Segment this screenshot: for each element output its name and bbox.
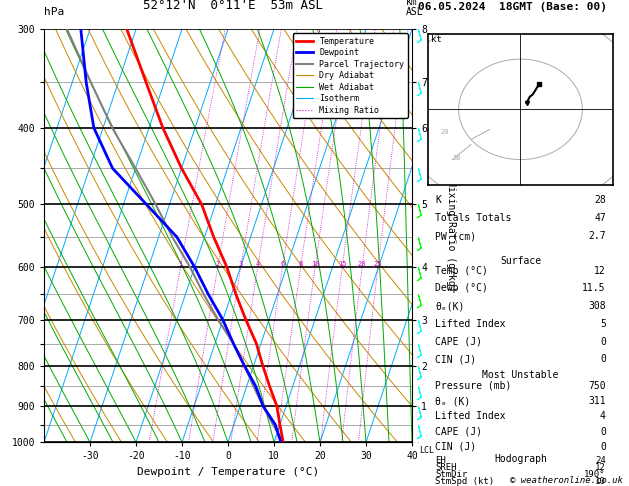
Text: Pressure (mb): Pressure (mb) bbox=[435, 381, 511, 391]
X-axis label: Dewpoint / Temperature (°C): Dewpoint / Temperature (°C) bbox=[137, 467, 319, 477]
Text: 4: 4 bbox=[600, 411, 606, 421]
Text: Lifted Index: Lifted Index bbox=[435, 411, 506, 421]
Text: 10: 10 bbox=[595, 477, 606, 486]
Text: K: K bbox=[435, 194, 441, 205]
Text: 8: 8 bbox=[299, 261, 303, 267]
Text: 1: 1 bbox=[179, 261, 182, 267]
Text: km
ASL: km ASL bbox=[406, 0, 423, 17]
Text: 2.7: 2.7 bbox=[588, 231, 606, 242]
Text: StmSpd (kt): StmSpd (kt) bbox=[435, 477, 494, 486]
Text: hPa: hPa bbox=[44, 7, 64, 17]
Text: Lifted Index: Lifted Index bbox=[435, 319, 506, 329]
Text: Dewp (°C): Dewp (°C) bbox=[435, 283, 488, 294]
Text: 11.5: 11.5 bbox=[582, 283, 606, 294]
Text: θₑ(K): θₑ(K) bbox=[435, 301, 465, 311]
Text: 24: 24 bbox=[595, 456, 606, 465]
Text: 5: 5 bbox=[600, 319, 606, 329]
Text: 12: 12 bbox=[594, 266, 606, 276]
Text: CIN (J): CIN (J) bbox=[435, 354, 476, 364]
Text: 47: 47 bbox=[594, 213, 606, 223]
Y-axis label: Mixing Ratio (g/kg): Mixing Ratio (g/kg) bbox=[447, 180, 457, 292]
Text: Surface: Surface bbox=[500, 256, 541, 266]
Text: 0: 0 bbox=[600, 427, 606, 437]
Text: 30: 30 bbox=[452, 155, 461, 160]
Text: 2: 2 bbox=[216, 261, 220, 267]
Text: 750: 750 bbox=[588, 381, 606, 391]
Text: Hodograph: Hodograph bbox=[494, 454, 547, 464]
Text: LCL: LCL bbox=[420, 446, 435, 455]
Text: CAPE (J): CAPE (J) bbox=[435, 427, 482, 437]
Text: 6: 6 bbox=[281, 261, 285, 267]
Text: 190°: 190° bbox=[584, 470, 606, 479]
Text: CIN (J): CIN (J) bbox=[435, 442, 476, 452]
Text: 15: 15 bbox=[338, 261, 347, 267]
Legend: Temperature, Dewpoint, Parcel Trajectory, Dry Adiabat, Wet Adiabat, Isotherm, Mi: Temperature, Dewpoint, Parcel Trajectory… bbox=[293, 34, 408, 118]
Text: StmDir: StmDir bbox=[435, 470, 467, 479]
Text: θₑ (K): θₑ (K) bbox=[435, 396, 470, 406]
Text: 28: 28 bbox=[594, 194, 606, 205]
Text: 12: 12 bbox=[595, 463, 606, 472]
Text: Temp (°C): Temp (°C) bbox=[435, 266, 488, 276]
Text: 311: 311 bbox=[588, 396, 606, 406]
Text: kt: kt bbox=[431, 35, 442, 44]
Text: 0: 0 bbox=[600, 354, 606, 364]
Text: © weatheronline.co.uk: © weatheronline.co.uk bbox=[510, 476, 623, 485]
Text: 06.05.2024  18GMT (Base: 00): 06.05.2024 18GMT (Base: 00) bbox=[418, 2, 607, 12]
Text: EH: EH bbox=[435, 456, 446, 465]
Text: 20: 20 bbox=[358, 261, 367, 267]
Text: 0: 0 bbox=[600, 336, 606, 347]
Text: 3: 3 bbox=[238, 261, 243, 267]
Text: 4: 4 bbox=[255, 261, 260, 267]
Text: 0: 0 bbox=[600, 442, 606, 452]
Text: Most Unstable: Most Unstable bbox=[482, 370, 559, 381]
Text: 20: 20 bbox=[440, 129, 448, 136]
Text: Totals Totals: Totals Totals bbox=[435, 213, 511, 223]
Text: SREH: SREH bbox=[435, 463, 457, 472]
Text: 52°12'N  0°11'E  53m ASL: 52°12'N 0°11'E 53m ASL bbox=[143, 0, 323, 12]
Text: 25: 25 bbox=[374, 261, 382, 267]
Text: 10: 10 bbox=[311, 261, 320, 267]
Text: CAPE (J): CAPE (J) bbox=[435, 336, 482, 347]
Text: PW (cm): PW (cm) bbox=[435, 231, 476, 242]
Text: 308: 308 bbox=[588, 301, 606, 311]
